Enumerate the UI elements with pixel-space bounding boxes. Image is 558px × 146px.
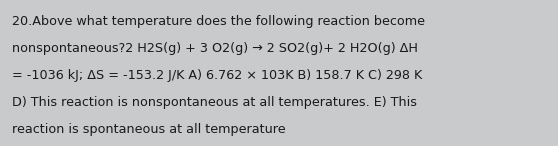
- Text: nonspontaneous?2 H2S(g) + 3 O2(g) → 2 SO2(g)+ 2 H2O(g) ΔH: nonspontaneous?2 H2S(g) + 3 O2(g) → 2 SO…: [12, 42, 418, 55]
- Text: = -1036 kJ; ΔS = -153.2 J/K A) 6.762 × 103K B) 158.7 K C) 298 K: = -1036 kJ; ΔS = -153.2 J/K A) 6.762 × 1…: [12, 69, 422, 82]
- Text: 20.Above what temperature does the following reaction become: 20.Above what temperature does the follo…: [12, 15, 425, 28]
- Text: D) This reaction is nonspontaneous at all temperatures. E) This: D) This reaction is nonspontaneous at al…: [12, 96, 417, 109]
- Text: reaction is spontaneous at all temperature: reaction is spontaneous at all temperatu…: [12, 123, 286, 136]
